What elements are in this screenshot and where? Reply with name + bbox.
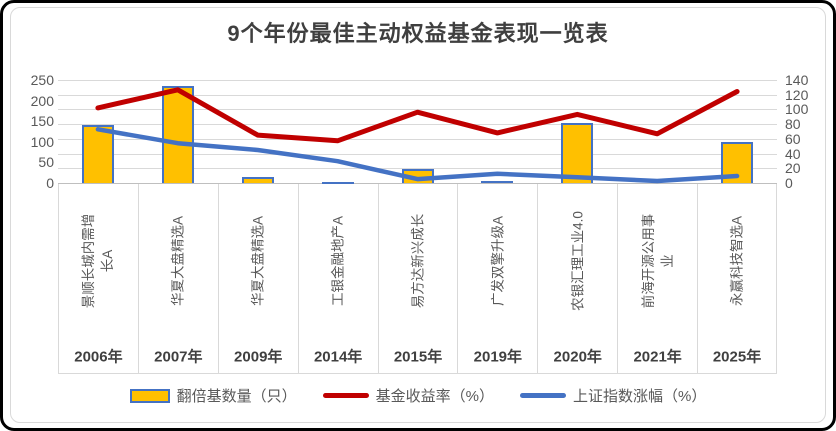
- sse-index-line: [95, 127, 740, 184]
- x-axis-fund-cell: 永赢科技智选A: [697, 184, 777, 338]
- bar-2014年: [321, 182, 354, 185]
- legend-label: 翻倍基数量（只）: [176, 388, 297, 405]
- y-axis-label-right: 140: [785, 72, 809, 88]
- x-axis-year-label: 2014年: [313, 348, 363, 365]
- y-axis-label-left: 0: [46, 175, 54, 191]
- legend: 翻倍基数量（只） 基金收益率（%） 上证指数涨幅（%）: [3, 385, 833, 406]
- legend-item: 基金收益率（%）: [322, 385, 494, 406]
- x-axis-fund-cell: 景顺长城内需增长A: [58, 184, 138, 338]
- bar-2006年: [81, 125, 114, 183]
- x-axis-year-label: 2025年: [712, 348, 762, 365]
- x-axis-line: [58, 183, 777, 184]
- x-axis-year-label: 2006年: [74, 348, 123, 365]
- y-axis-label-left: 200: [30, 92, 54, 109]
- bar-2019年: [481, 180, 514, 183]
- x-axis-year-cell: 2025年: [697, 338, 777, 374]
- x-axis-year-cell: 2006年: [58, 338, 138, 374]
- x-axis-fund-cell: 华夏大盘精选A: [217, 184, 298, 338]
- x-axis-fund-cell: 华夏大盘精选A: [137, 184, 218, 338]
- x-axis-year-label: 2009年: [234, 348, 283, 365]
- x-axis-fund-label: 农银汇理工业4.0: [570, 211, 586, 311]
- x-axis-year-cell: 2021年: [617, 338, 698, 374]
- legend-line-swatch: [322, 393, 369, 398]
- x-axis-year-label: 2021年: [633, 348, 682, 365]
- x-axis-fund-cell: 前海开源公用事业: [617, 184, 697, 338]
- legend-line-swatch: [520, 393, 566, 398]
- x-axis-fund-label: 广发双擎升级A: [490, 216, 506, 307]
- x-axis-year-label: 2020年: [553, 348, 602, 365]
- legend-item: 上证指数涨幅（%）: [520, 385, 706, 406]
- gridline: [58, 94, 777, 96]
- y-axis-label-right: 60: [785, 130, 801, 147]
- x-axis-fund-label: 工银金融地产A: [330, 216, 346, 307]
- y-axis-label-right: 120: [785, 86, 809, 103]
- x-axis-year-label: 2015年: [393, 348, 443, 365]
- gridline: [58, 138, 777, 140]
- x-axis-year-cell: 2020年: [537, 338, 618, 374]
- x-axis-fund-label: 华夏大盘精选A: [170, 216, 186, 307]
- y-axis-label-left: 250: [30, 72, 54, 88]
- chart-title: 9个年份最佳主动权益基金表现一览表: [227, 21, 609, 46]
- gridline: [58, 124, 777, 126]
- y-axis-label-right: 40: [785, 145, 801, 162]
- bar-2007年: [161, 86, 194, 183]
- y-axis-label-right: 20: [785, 160, 801, 177]
- x-axis-fund-cell: 易方达新兴成长: [377, 184, 458, 338]
- bar-2009年: [241, 176, 274, 183]
- y-axis-label-left: 100: [30, 133, 54, 150]
- gridline: [58, 80, 777, 81]
- x-axis-year-label: 2007年: [154, 348, 203, 365]
- y-axis-label-right: 0: [785, 175, 793, 191]
- x-axis-fund-cell: 工银金融地产A: [297, 184, 378, 338]
- gridline: [58, 168, 777, 170]
- x-axis-year-cell: 2009年: [217, 338, 298, 374]
- y-axis-label-left: 50: [38, 154, 54, 171]
- bar-2020年: [561, 123, 594, 183]
- x-axis-fund-label: 华夏大盘精选A: [250, 216, 266, 307]
- fund-return-line: [95, 87, 740, 144]
- x-axis-year-label: 2019年: [473, 348, 523, 365]
- y-axis-label-left: 150: [30, 113, 54, 130]
- legend-item: 翻倍基数量（只）: [129, 385, 297, 406]
- x-axis-year-cell: 2007年: [137, 338, 218, 374]
- legend-label: 上证指数涨幅（%）: [573, 388, 707, 405]
- x-axis-fund-label: 景顺长城内需增长A: [81, 213, 116, 309]
- legend-bar-swatch: [129, 388, 170, 403]
- x-axis-year-cell: 2014年: [297, 338, 378, 374]
- x-axis-year-cell: 2019年: [457, 338, 538, 374]
- x-axis-fund-label: 前海开源公用事业: [640, 213, 675, 309]
- x-axis-fund-label: 易方达新兴成长: [410, 213, 426, 309]
- gridline: [58, 153, 777, 155]
- x-axis-fund-cell: 农银汇理工业4.0: [537, 184, 617, 338]
- x-axis-year-cell: 2015年: [377, 338, 458, 374]
- legend-label: 基金收益率（%）: [375, 388, 494, 405]
- x-axis-fund-cell: 广发双擎升级A: [457, 184, 537, 338]
- line-series-layer: [95, 87, 740, 184]
- y-axis-label-right: 100: [785, 101, 809, 118]
- y-axis-label-right: 80: [785, 116, 801, 133]
- x-axis-fund-label: 永赢科技智选A: [729, 216, 745, 307]
